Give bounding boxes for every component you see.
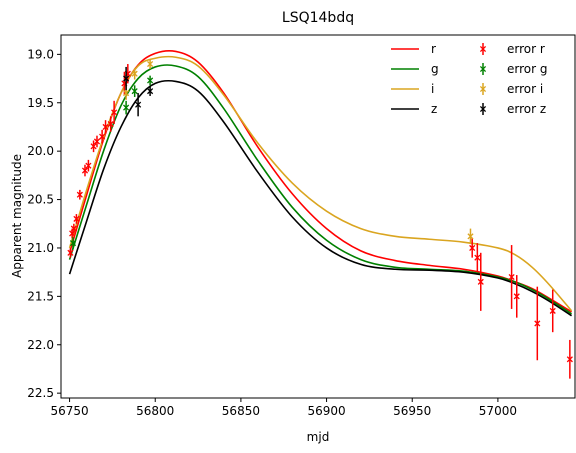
y-axis-title: Apparent magnitude [10, 154, 24, 278]
data-point-error-r [102, 123, 109, 131]
data-point-error-r [474, 254, 481, 261]
legend-marker-error-i [479, 85, 487, 93]
y-tick-label: 22.0 [27, 338, 54, 352]
legend-label-g: g [431, 62, 439, 76]
y-tick-label: 21.0 [27, 241, 54, 255]
data-point-error-z [135, 101, 142, 108]
data-point-error-i [123, 90, 130, 97]
data-point-error-r [70, 225, 77, 232]
data-point-error-z [147, 88, 154, 95]
error-series-error-z [123, 66, 154, 117]
data-point-error-r [549, 307, 556, 314]
data-point-error-r [469, 244, 476, 252]
model-line-z [68, 79, 573, 317]
data-point-error-r [111, 109, 118, 116]
legend-label-r: r [431, 42, 436, 56]
y-tick-label: 20.5 [27, 193, 54, 207]
x-tick-label: 56750 [50, 404, 88, 418]
data-point-error-r [99, 133, 106, 140]
data-point-error-g [123, 104, 130, 111]
y-tick-label: 19.5 [27, 96, 54, 110]
data-point-error-g [147, 77, 154, 84]
data-point-error-r [534, 320, 541, 327]
data-point-error-i [147, 60, 154, 68]
data-point-error-r [508, 273, 515, 281]
data-point-error-r [90, 143, 97, 150]
data-point-error-r [513, 293, 520, 300]
legend-label-error-g: error g [507, 62, 547, 76]
legend-label-z: z [431, 102, 437, 116]
data-point-error-z [123, 75, 130, 82]
data-point-error-r [81, 167, 89, 174]
data-point-error-i [467, 233, 474, 240]
legend-marker-error-r [479, 45, 487, 53]
plot-frame [60, 34, 576, 399]
legend-marker-error-z [479, 105, 487, 113]
data-point-error-g [69, 240, 77, 247]
model-line-g [68, 64, 573, 315]
legend-label-i: i [431, 82, 434, 96]
y-tick-label: 20.0 [27, 144, 54, 158]
data-point-error-r [67, 249, 74, 256]
x-axis-title: mjd [307, 430, 330, 444]
error-series-error-g [69, 75, 154, 249]
y-tick-label: 22.5 [27, 386, 54, 400]
x-tick-label: 56800 [136, 404, 174, 418]
legend-label-error-r: error r [507, 42, 545, 56]
y-tick-label: 19.0 [27, 47, 54, 61]
data-point-error-r [566, 356, 573, 363]
plot-area: 56750 56800 56850 56900 56950 57000 19.0 19.5 20… [27, 34, 576, 418]
error-series-error-i [123, 59, 474, 245]
y-tick-label: 21.5 [27, 289, 54, 303]
data-layer [67, 50, 573, 379]
data-point-error-i [131, 70, 138, 77]
data-point-error-r [93, 138, 101, 145]
x-tick-label: 57000 [479, 404, 517, 418]
model-line-i [68, 55, 573, 312]
data-point-error-r [477, 278, 484, 285]
data-point-error-r [76, 191, 83, 198]
legend-marker-error-g [479, 65, 487, 73]
data-point-error-r [85, 162, 92, 169]
legend-label-error-z: error z [507, 102, 546, 116]
error-series-error-r [67, 64, 573, 379]
data-point-error-g [131, 88, 138, 95]
legend-label-error-i: error i [507, 82, 543, 96]
data-point-error-r [73, 215, 80, 222]
x-tick-label: 56900 [307, 404, 345, 418]
chart-title: LSQ14bdq [282, 10, 354, 26]
x-tick-label: 56950 [393, 404, 431, 418]
x-tick-label: 56850 [222, 404, 260, 418]
data-point-error-r [107, 120, 114, 128]
